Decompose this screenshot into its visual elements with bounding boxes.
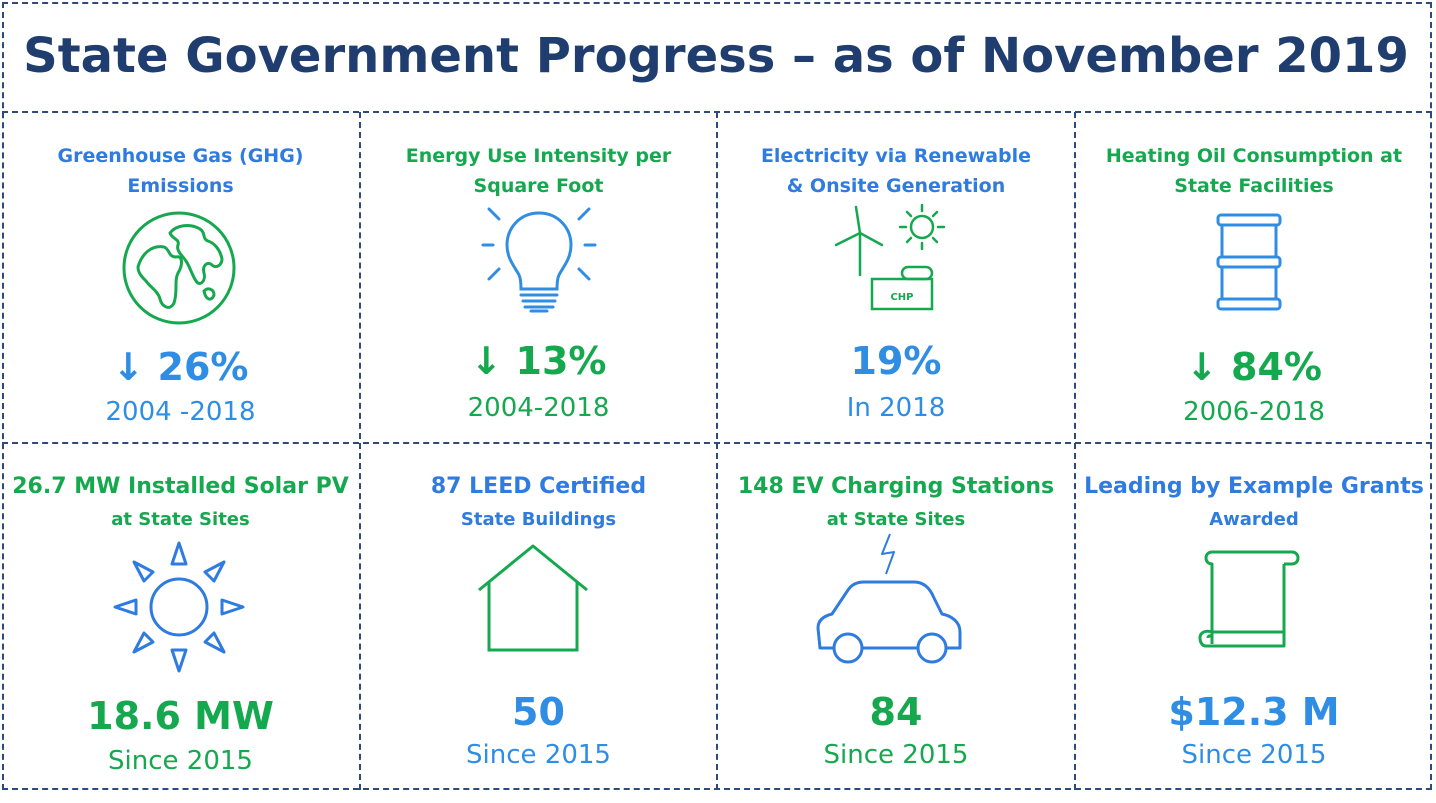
metric-label-line1: Leading by Example Grants bbox=[1084, 474, 1424, 499]
globe-icon bbox=[122, 211, 236, 325]
metric-label-line1: Electricity via Renewable bbox=[760, 145, 1032, 167]
metric-label-line2: at State Sites bbox=[826, 509, 966, 530]
metric-ghg-emissions: Greenhouse Gas (GHG) Emissions ↓ 26% 200… bbox=[2, 113, 359, 442]
metric-period: 2006-2018 bbox=[1183, 397, 1325, 427]
divider-col-2 bbox=[716, 112, 718, 790]
metric-label-line1: Greenhouse Gas (GHG) bbox=[57, 145, 304, 167]
scroll-icon bbox=[1198, 550, 1300, 648]
metric-period: In 2018 bbox=[846, 393, 946, 423]
metric-period: Since 2015 bbox=[108, 746, 253, 776]
metric-lbe-grants: Leading by Example Grants Awarded $12.3 … bbox=[1076, 444, 1432, 790]
metric-label-line2: Emissions bbox=[127, 175, 234, 197]
metric-ev-charging: 148 EV Charging Stations at State Sites … bbox=[718, 444, 1074, 790]
metric-label-line1: 26.7 MW Installed Solar PV bbox=[12, 474, 349, 499]
metric-label-line1: Heating Oil Consumption at bbox=[1105, 145, 1403, 167]
metric-value: ↓ 84% bbox=[1076, 345, 1432, 389]
metric-period: 2004-2018 bbox=[467, 393, 610, 423]
metric-value-text: 84% bbox=[1231, 345, 1323, 389]
metric-label-line2: at State Sites bbox=[111, 509, 250, 530]
metric-solar-pv: 26.7 MW Installed Solar PV at State Site… bbox=[2, 444, 359, 790]
metric-label-line2: State Buildings bbox=[460, 509, 617, 530]
metric-label-line2: State Facilities bbox=[1174, 175, 1334, 197]
sun-icon bbox=[113, 541, 245, 673]
lightbulb-icon bbox=[481, 207, 597, 313]
metric-value: 19% bbox=[850, 339, 942, 383]
electric-car-icon bbox=[816, 533, 962, 664]
metric-label-line1: 148 EV Charging Stations bbox=[737, 474, 1055, 499]
metric-value: ↓ 13% bbox=[361, 339, 716, 383]
metric-value: $12.3 M bbox=[1168, 690, 1340, 734]
metric-value: 84 bbox=[869, 690, 923, 734]
metric-label-line2: & Onsite Generation bbox=[786, 175, 1006, 197]
renewables-icon: CHP bbox=[834, 203, 946, 311]
divider-col-1 bbox=[359, 112, 361, 790]
metric-period: 2004 -2018 bbox=[105, 397, 256, 427]
metric-renewable-electricity: Electricity via Renewable & Onsite Gener… bbox=[718, 113, 1074, 442]
metric-value: 18.6 MW bbox=[87, 694, 274, 738]
down-arrow-icon: ↓ bbox=[1185, 345, 1218, 389]
metric-period: Since 2015 bbox=[1181, 740, 1327, 770]
down-arrow-icon: ↓ bbox=[112, 345, 145, 389]
metric-heating-oil: Heating Oil Consumption at State Facilit… bbox=[1076, 113, 1432, 442]
chp-label: CHP bbox=[890, 292, 913, 303]
down-arrow-icon: ↓ bbox=[470, 339, 503, 383]
house-icon bbox=[478, 544, 588, 652]
metric-label-line1: Energy Use Intensity per bbox=[405, 145, 672, 167]
metric-energy-use-intensity: Energy Use Intensity per Square Foot ↓ 1… bbox=[361, 113, 716, 442]
metric-value: ↓ 26% bbox=[2, 345, 359, 389]
divider-col-3 bbox=[1074, 112, 1076, 790]
metric-value: 50 bbox=[512, 690, 565, 734]
metric-period: Since 2015 bbox=[823, 740, 969, 770]
metric-leed-buildings: 87 LEED Certified State Buildings 50 Sin… bbox=[361, 444, 716, 790]
metric-period: Since 2015 bbox=[466, 740, 611, 770]
metric-label-line2: Square Foot bbox=[473, 175, 604, 197]
metric-value-text: 26% bbox=[157, 345, 249, 389]
metric-label-line1: 87 LEED Certified bbox=[430, 474, 647, 499]
oil-barrel-icon bbox=[1216, 213, 1282, 311]
page-title: State Government Progress – as of Novemb… bbox=[23, 28, 1409, 84]
metric-label-line2: Awarded bbox=[1209, 509, 1299, 530]
metric-value-text: 13% bbox=[515, 339, 607, 383]
